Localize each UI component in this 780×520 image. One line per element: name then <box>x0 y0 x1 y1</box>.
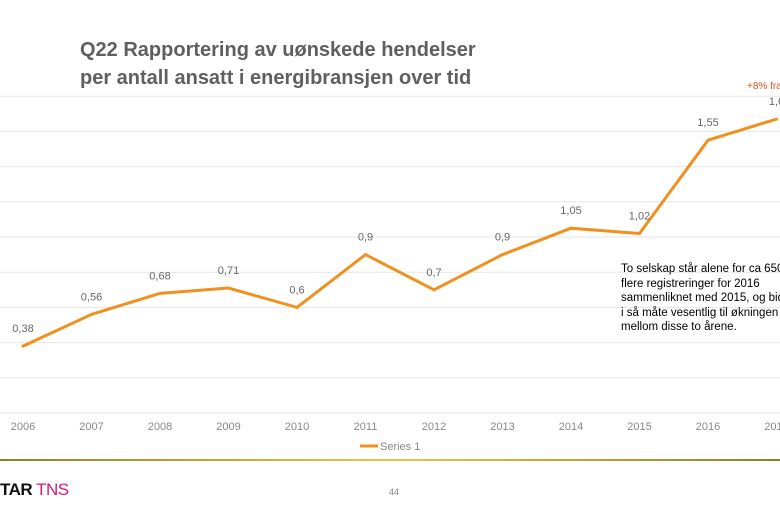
x-tick-label: 2014 <box>559 421 583 433</box>
title-line-2: per antall ansatt i energibransjen over … <box>80 67 472 89</box>
data-label: 1,6 <box>769 96 780 108</box>
data-point <box>638 231 641 235</box>
chart-title: Q22 Rapportering av uønskede hendelser p… <box>80 36 476 92</box>
line-chart: 2006 2007 2008 2009 2010 2011 2012 2013 2014 2015… <box>0 81 780 453</box>
data-point <box>295 305 299 309</box>
data-label: 1,02 <box>629 210 650 222</box>
data-point <box>569 226 573 230</box>
data-point <box>364 253 367 257</box>
note-line: To selskap står alene for ca 650 <box>621 263 780 275</box>
note-line: flere registreringer for 2016 <box>621 277 760 290</box>
data-point <box>775 117 778 121</box>
x-tick-label: 2011 <box>354 421 378 433</box>
x-tick-label: 2007 <box>79 421 103 433</box>
data-label: 0,38 <box>12 323 33 335</box>
kantar-tns-logo: TAR TNS <box>0 480 69 499</box>
note-line: mellom disse to årene. <box>621 321 737 333</box>
x-tick-label: 2016 <box>696 421 720 433</box>
data-label: 0,9 <box>495 232 510 244</box>
page-number: 44 <box>389 487 400 497</box>
data-point <box>227 286 230 290</box>
data-label: 0,56 <box>81 291 102 303</box>
growth-annotation: +8% fra <box>747 81 780 92</box>
x-tick-label: 2017 <box>764 421 780 433</box>
data-point <box>90 312 93 316</box>
legend-label: Series 1 <box>380 441 420 453</box>
note-line: i så måte vesentlig til økningen <box>621 306 779 319</box>
note-line: sammenliknet med 2015, og bid <box>621 292 780 304</box>
data-label: 0,68 <box>149 270 170 282</box>
data-label: 0,7 <box>426 267 441 279</box>
data-label: 0,9 <box>358 232 373 244</box>
x-tick-label: 2015 <box>627 421 651 433</box>
footer-divider <box>0 459 780 461</box>
data-point <box>21 344 25 348</box>
data-point <box>432 288 436 292</box>
data-point <box>706 138 710 142</box>
data-label: 1,05 <box>560 205 581 217</box>
annotation-note: To selskap står alene for ca 650 flere r… <box>621 262 780 335</box>
x-tick-label: 2006 <box>11 421 35 433</box>
data-point <box>501 253 504 257</box>
x-tick-label: 2010 <box>285 421 309 433</box>
data-label: 0,71 <box>218 265 239 277</box>
data-point <box>158 291 162 295</box>
x-tick-label: 2013 <box>490 421 514 433</box>
x-tick-label: 2012 <box>422 421 446 433</box>
title-line-1: Q22 Rapportering av uønskede hendelser <box>80 39 476 61</box>
data-label: 0,6 <box>289 284 304 296</box>
data-label: 1,55 <box>697 117 718 129</box>
series-line <box>22 117 777 348</box>
x-tick-label: 2008 <box>148 421 172 433</box>
x-tick-label: 2009 <box>216 421 240 433</box>
